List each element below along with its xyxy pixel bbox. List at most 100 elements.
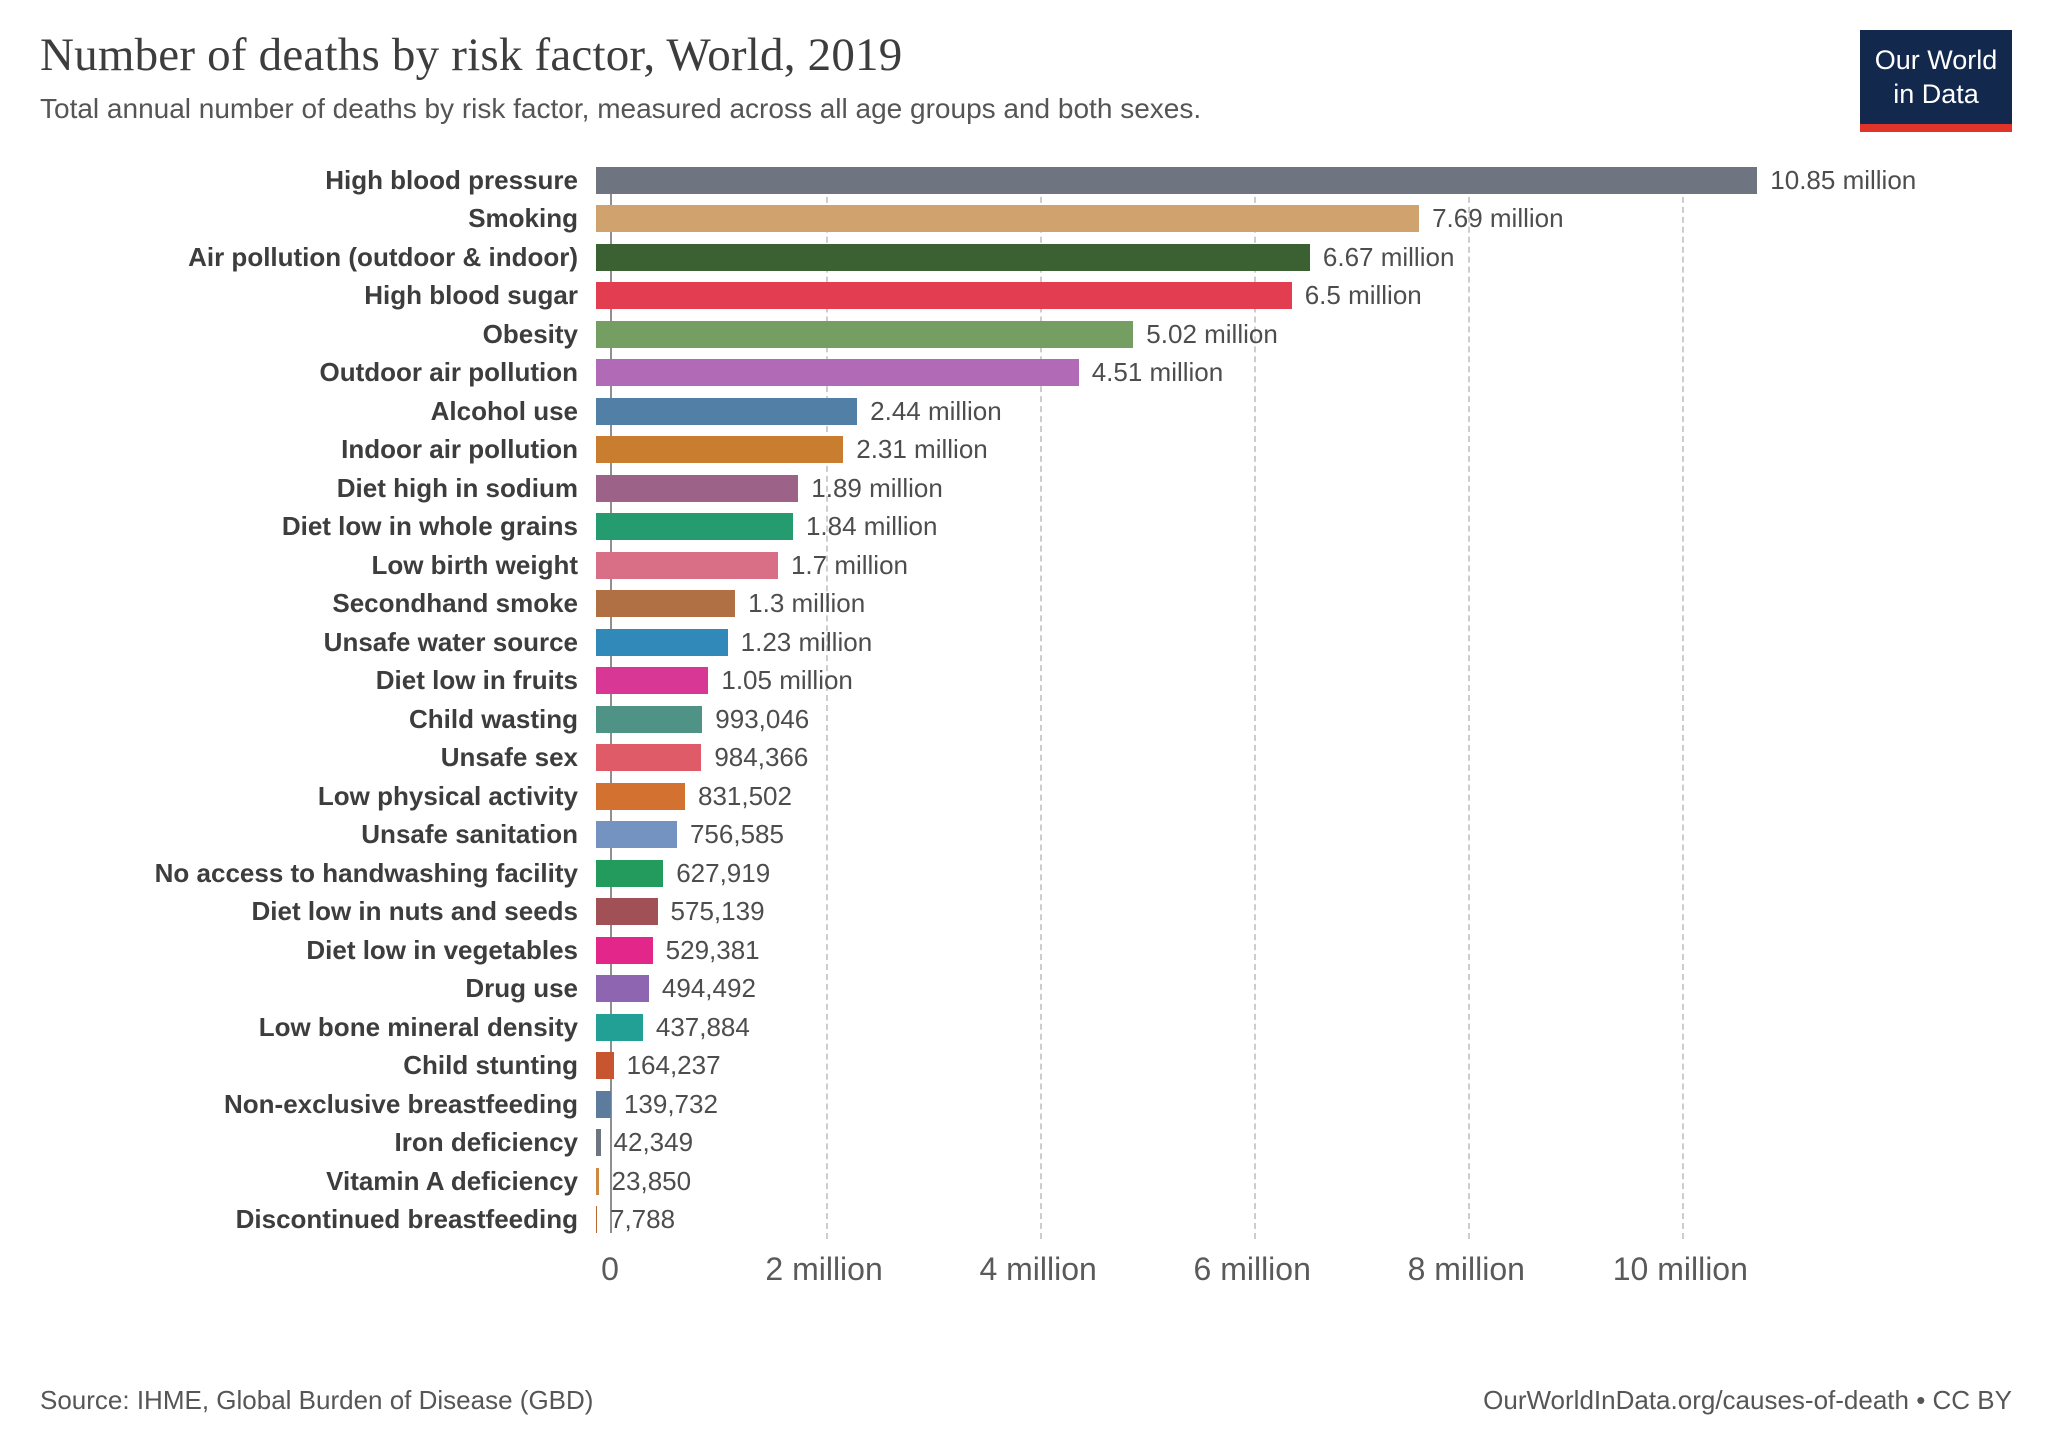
row-plot: 6.5 million [594,280,2012,311]
bar[interactable] [596,513,793,541]
value-label: 831,502 [697,780,792,811]
bar-row: Low bone mineral density 437,884 [40,1011,2012,1042]
row-plot: 4.51 million [594,357,2012,387]
bar[interactable] [596,243,1310,271]
value-label: 42,349 [613,1127,694,1158]
bar[interactable] [596,590,736,618]
bar-row: Diet low in nuts and seeds 575,139 [40,896,2012,927]
row-plot: 2.31 million [594,434,2012,464]
bar[interactable] [596,1013,643,1041]
bar-row: Indoor air pollution 2.31 million [40,434,2012,465]
bar-row: Low physical activity 831,502 [40,780,2012,811]
value-label: 575,139 [670,896,765,927]
row-label: High blood sugar [364,280,578,311]
value-label: 7.69 million [1432,203,1564,234]
row-label: Obesity [482,318,578,349]
gridline [1468,166,1471,1240]
value-label: 1.23 million [740,626,873,657]
bar-row: No access to handwashing facility 627,919 [40,857,2012,888]
owid-logo-underline [1860,123,2012,132]
bar[interactable] [596,359,1079,387]
bar[interactable] [596,744,702,772]
x-axis-tick: 2 million [765,1251,883,1288]
bar-row: Vitamin A deficiency 23,850 [40,1165,2012,1196]
bar[interactable] [596,782,685,810]
credit-link[interactable]: OurWorldInData.org/causes-of-death • CC … [1483,1385,2012,1415]
row-label: Outdoor air pollution [319,357,578,388]
bar[interactable] [596,859,664,887]
value-label: 10.85 million [1770,164,1917,195]
owid-logo[interactable]: Our World in Data [1860,30,2012,132]
value-label: 984,366 [714,742,809,773]
bar[interactable] [596,1090,611,1118]
value-label: 1.3 million [748,588,866,619]
value-label: 139,732 [623,1088,718,1119]
row-label: Child wasting [409,703,578,734]
row-label: Diet low in fruits [375,665,578,696]
bar-row: Secondhand smoke 1.3 million [40,588,2012,619]
bar-row: Discontinued breastfeeding 7,788 [40,1204,2012,1235]
bar[interactable] [596,898,658,926]
row-plot: 7,788 [594,1204,2012,1235]
bar[interactable] [596,821,677,849]
bar[interactable] [596,975,649,1003]
row-label: Unsafe water source [323,626,578,657]
bar[interactable] [596,551,778,579]
row-label: Diet low in nuts and seeds [251,896,579,927]
row-plot: 7.69 million [594,203,2012,234]
bar[interactable] [596,1167,599,1195]
bar[interactable] [596,397,858,425]
value-label: 23,850 [611,1165,692,1196]
bar[interactable] [596,1129,601,1157]
value-label: 7,788 [610,1204,676,1235]
x-axis-tick: 10 million [1612,1251,1748,1288]
value-label: 993,046 [715,703,810,734]
row-label: Diet low in whole grains [281,511,578,542]
row-label: Discontinued breastfeeding [235,1204,578,1235]
row-plot: 831,502 [594,780,2012,811]
row-label: Low physical activity [317,780,578,811]
row-label: Iron deficiency [394,1127,579,1158]
row-label: Diet high in sodium [336,472,578,503]
bar-row: Diet low in fruits 1.05 million [40,665,2012,696]
bar-row: Alcohol use 2.44 million [40,396,2012,426]
row-label: Smoking [468,203,578,234]
bar-row: Obesity 5.02 million [40,318,2012,349]
row-plot: 164,237 [594,1050,2012,1080]
chart-footer: Source: IHME, Global Burden of Disease (… [40,1385,2012,1422]
row-plot: 139,732 [594,1088,2012,1119]
bar[interactable] [596,936,653,964]
bar[interactable] [596,436,844,464]
bar[interactable] [596,628,728,656]
value-label: 437,884 [655,1011,750,1042]
source-note: Source: IHME, Global Burden of Disease (… [40,1385,594,1415]
row-plot: 5.02 million [594,319,2012,349]
value-label: 1.7 million [790,549,909,580]
bar[interactable] [596,1052,614,1080]
gridline [1040,166,1043,1240]
row-label: Vitamin A deficiency [326,1165,578,1196]
value-label: 6.5 million [1304,280,1422,311]
row-plot: 1.3 million [594,588,2012,619]
bar-row: Diet low in vegetables 529,381 [40,934,2012,965]
row-label: Diet low in vegetables [306,934,578,965]
bar[interactable] [596,320,1134,348]
row-plot: 10.85 million [594,164,2012,195]
page-title: Number of deaths by risk factor, World, … [40,29,903,81]
bar[interactable] [596,282,1292,310]
bar[interactable] [596,705,703,733]
value-label: 756,585 [689,819,784,850]
value-label: 627,919 [676,857,771,888]
bar-row: Smoking 7.69 million [40,203,2012,234]
bar[interactable] [596,1206,597,1234]
bar[interactable] [596,205,1420,233]
row-label: Non-exclusive breastfeeding [224,1088,578,1119]
row-label: Air pollution (outdoor & indoor) [188,241,578,272]
bar-row: Outdoor air pollution 4.51 million [40,357,2012,388]
row-label: Indoor air pollution [341,434,578,465]
row-plot: 1.89 million [594,473,2012,503]
row-plot: 1.84 million [594,511,2012,541]
bar[interactable] [596,667,709,695]
bar[interactable] [596,474,799,502]
bar[interactable] [596,166,1758,194]
